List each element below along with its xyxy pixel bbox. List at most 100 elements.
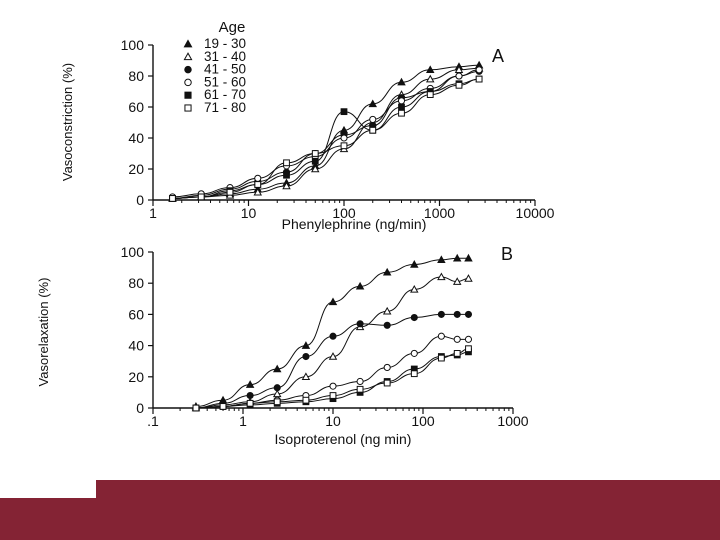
- data-point: [437, 310, 445, 318]
- legend-label: 41 - 50: [204, 62, 246, 77]
- data-point: [219, 403, 227, 410]
- data-point: [302, 396, 310, 404]
- data-point: [329, 382, 337, 390]
- data-point: [410, 370, 418, 378]
- y-tick-label: 0: [136, 400, 144, 416]
- data-point: [465, 345, 472, 353]
- data-point: [453, 310, 461, 318]
- data-point: [452, 253, 462, 262]
- data-point: [301, 341, 311, 349]
- panel-b: 0 20 40 60 80 100 .1 1 10 100 1000 Isoproterenol (n…: [36, 244, 529, 447]
- legend-marker-icon: [184, 91, 192, 99]
- data-point: [311, 164, 320, 173]
- data-point: [455, 81, 463, 89]
- data-point: [464, 274, 473, 282]
- x-axis-label: Phenylephrine (ng/min): [282, 216, 427, 232]
- panel-a: 0 20 40 60 80 100 1 10 100 1000 10000 Phenylephrine…: [60, 37, 555, 232]
- data-point: [464, 310, 473, 318]
- data-point: [426, 91, 434, 98]
- x-tick-label: 1: [149, 205, 157, 221]
- footer-tab: [96, 480, 720, 498]
- y-tick-label: 60: [128, 306, 144, 322]
- panel-label: B: [501, 244, 513, 264]
- data-point: [356, 377, 364, 386]
- data-point: [410, 349, 418, 357]
- y-tick-label: 0: [136, 192, 144, 208]
- data-point: [254, 174, 262, 182]
- data-point: [328, 352, 338, 360]
- data-point: [301, 372, 311, 381]
- data-point: [437, 332, 445, 340]
- legend-item: 71 - 80: [184, 100, 246, 115]
- data-point: [246, 391, 254, 400]
- x-tick-label: .1: [147, 413, 159, 429]
- y-tick-label: 20: [128, 161, 144, 177]
- legend-title: Age: [219, 19, 246, 36]
- data-point: [283, 171, 290, 179]
- data-point: [340, 108, 348, 116]
- legend-item: 19 - 30: [183, 36, 246, 51]
- data-point: [383, 363, 391, 372]
- data-point: [397, 97, 406, 105]
- data-point: [437, 255, 446, 264]
- legend-marker-icon: [184, 78, 192, 87]
- data-point: [382, 267, 392, 276]
- data-point: [302, 352, 310, 361]
- data-point: [197, 193, 205, 201]
- legend-item: 51 - 60: [184, 74, 246, 89]
- x-tick-label: 1000: [424, 205, 455, 221]
- data-point: [425, 74, 435, 83]
- data-point: [464, 335, 473, 343]
- y-tick-label: 100: [121, 244, 145, 260]
- x-tick-label: 100: [332, 205, 356, 221]
- data-point: [254, 181, 262, 188]
- x-tick-label: 100: [411, 413, 435, 429]
- data-point: [272, 364, 282, 373]
- y-tick-label: 40: [128, 130, 144, 146]
- data-point: [383, 321, 391, 329]
- data-point: [169, 195, 176, 202]
- data-point: [410, 260, 419, 268]
- legend-label: 61 - 70: [204, 87, 246, 102]
- legend-marker-icon: [184, 65, 192, 74]
- data-point: [410, 313, 418, 322]
- data-point: [437, 272, 446, 281]
- data-point: [397, 77, 406, 86]
- data-point: [382, 306, 392, 315]
- y-tick-label: 80: [128, 275, 144, 291]
- y-tick-label: 40: [128, 338, 144, 354]
- legend-marker-icon: [183, 39, 193, 48]
- series-b-6: [192, 345, 472, 412]
- x-tick-label: 10000: [516, 205, 555, 221]
- data-point: [368, 99, 377, 108]
- data-point: [356, 320, 364, 328]
- y-tick-label: 100: [121, 37, 145, 53]
- data-point: [340, 142, 348, 150]
- data-point: [328, 297, 338, 306]
- data-point: [369, 126, 377, 134]
- panel-label: A: [492, 46, 504, 66]
- data-point: [192, 404, 200, 412]
- data-point: [311, 150, 319, 157]
- data-point: [475, 75, 483, 83]
- legend-marker-icon: [183, 52, 193, 61]
- data-point: [273, 384, 281, 392]
- legend-item: 31 - 40: [183, 49, 246, 64]
- legend-item: 41 - 50: [184, 62, 246, 77]
- legend-label: 31 - 40: [204, 49, 246, 64]
- data-point: [453, 350, 461, 357]
- footer-band: [0, 498, 720, 540]
- data-point: [475, 66, 483, 74]
- data-point: [282, 181, 291, 190]
- data-point: [437, 354, 445, 362]
- data-point: [283, 159, 290, 167]
- legend-label: 51 - 60: [204, 74, 246, 89]
- data-point: [329, 332, 337, 340]
- data-point: [398, 109, 405, 117]
- data-point: [452, 277, 462, 285]
- data-point: [226, 188, 234, 196]
- data-point: [355, 281, 365, 290]
- x-tick-label: 1: [239, 413, 247, 429]
- x-tick-label: 10: [325, 413, 341, 429]
- data-point: [398, 103, 405, 111]
